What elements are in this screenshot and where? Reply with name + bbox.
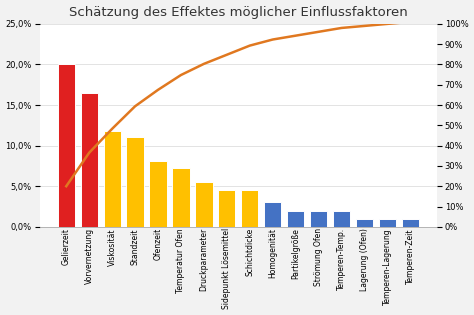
Bar [310, 211, 327, 227]
Bar [333, 211, 350, 227]
Bar [58, 65, 75, 227]
Bar [264, 203, 282, 227]
Bar [218, 190, 236, 227]
Bar [81, 93, 98, 227]
Bar [241, 190, 258, 227]
Bar [402, 219, 419, 227]
Bar [195, 182, 212, 227]
Bar [287, 211, 304, 227]
Bar [356, 219, 373, 227]
Bar [379, 219, 396, 227]
Bar [173, 168, 190, 227]
Bar [103, 131, 121, 227]
Bar [149, 161, 167, 227]
Title: Schätzung des Effektes möglicher Einflussfaktoren: Schätzung des Effektes möglicher Einflus… [69, 6, 408, 19]
Bar [127, 137, 144, 227]
